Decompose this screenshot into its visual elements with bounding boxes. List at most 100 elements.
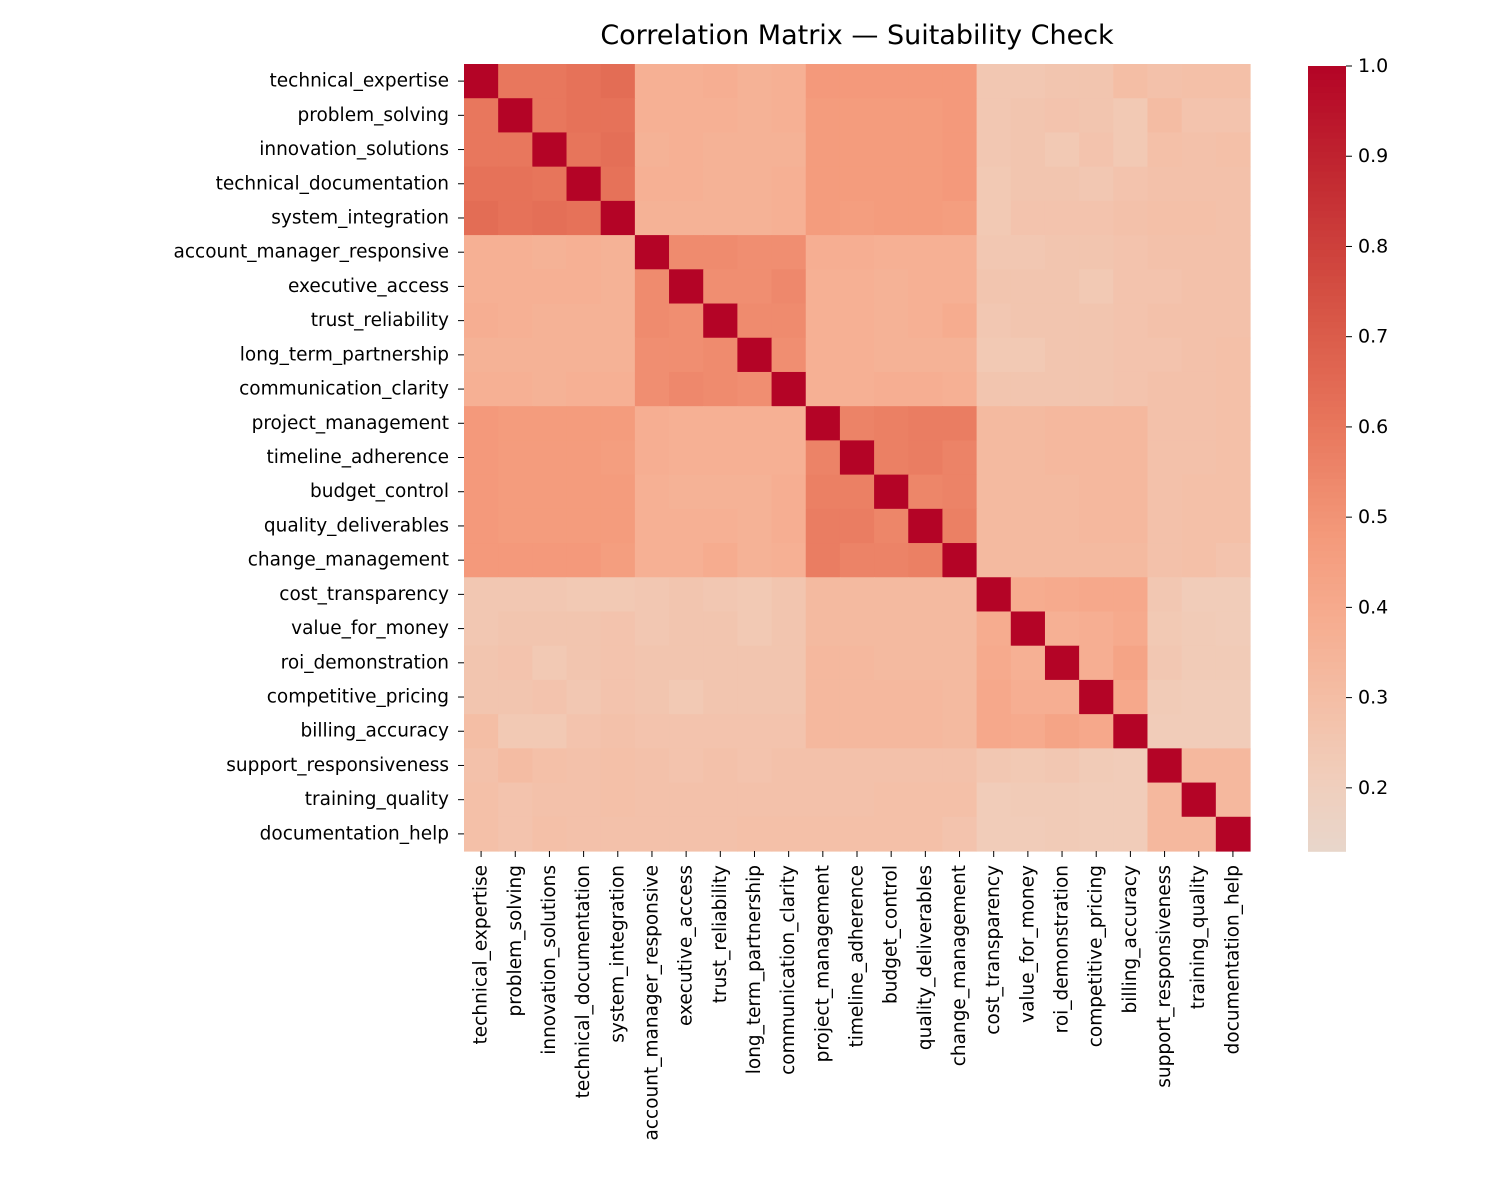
heatmap-cell-value_for_money-technical_expertise: [464, 611, 499, 647]
heatmap-cell-competitive_pricing-billing_accuracy: [1113, 679, 1149, 715]
heatmap-cell-change_management-support_responsiveness: [1147, 543, 1183, 578]
heatmap-cell-documentation_help-change_management: [942, 816, 978, 852]
heatmap-cell-competitive_pricing-communication_clarity: [771, 679, 807, 715]
colorbar-tick-label: 0.4: [1358, 596, 1388, 618]
heatmap-cell-technical_expertise-support_responsiveness: [1147, 64, 1183, 99]
colorbar-segment: [1308, 360, 1346, 368]
colorbar-segment: [1308, 419, 1346, 427]
colorbar-segment: [1308, 242, 1346, 250]
colorbar-segment: [1308, 792, 1346, 800]
y-tick-label-change_management: change_management: [248, 550, 449, 571]
heatmap-cell-system_integration-executive_access: [669, 200, 704, 236]
heatmap-cell-project_management-innovation_solutions: [532, 406, 568, 441]
heatmap-cell-system_integration-competitive_pricing: [1079, 200, 1114, 236]
heatmap-cell-project_management-quality_deliverables: [908, 406, 944, 441]
heatmap-cell-competitive_pricing-problem_solving: [498, 679, 533, 715]
colorbar: 0.2 0.3 0.4 0.5 0.6 0.7 0.8 0.9 1.0: [1308, 55, 1388, 852]
heatmap-cell-communication_clarity-project_management: [805, 371, 841, 407]
heatmap-cell-system_integration-technical_expertise: [464, 200, 499, 236]
heatmap-cell-innovation_solutions-technical_expertise: [464, 132, 499, 168]
heatmap-cell-support_responsiveness-innovation_solutions: [532, 748, 568, 784]
colorbar-segment: [1308, 118, 1346, 126]
colorbar-segment: [1308, 569, 1346, 578]
heatmap-cell-competitive_pricing-quality_deliverables: [908, 679, 944, 715]
x-tick-label-technical_documentation: technical_documentation: [573, 865, 594, 1098]
heatmap-cell-roi_demonstration-system_integration: [600, 645, 636, 681]
heatmap-cell-cost_transparency-quality_deliverables: [908, 577, 944, 613]
heatmap-cell-documentation_help-value_for_money: [1010, 816, 1046, 852]
heatmap-cell-technical_expertise-long_term_partnership: [737, 64, 773, 99]
heatmap-cell-training_quality-budget_control: [874, 782, 909, 818]
colorbar-segment: [1308, 190, 1346, 198]
heatmap-cell-competitive_pricing-trust_reliability: [703, 679, 738, 715]
heatmap-cell-billing_accuracy-technical_expertise: [464, 714, 499, 749]
heatmap-cell-system_integration-communication_clarity: [771, 200, 807, 236]
heatmap-cell-timeline_adherence-billing_accuracy: [1113, 440, 1149, 476]
colorbar-segment: [1308, 622, 1346, 630]
heatmap-cell-cost_transparency-long_term_partnership: [737, 577, 773, 613]
heatmap-cell-budget_control-change_management: [942, 474, 978, 510]
heatmap-cell-competitive_pricing-long_term_partnership: [737, 679, 773, 715]
heatmap-cell-trust_reliability-executive_access: [669, 303, 704, 339]
heatmap-cell-timeline_adherence-cost_transparency: [976, 440, 1012, 476]
y-tick-label-problem_solving: problem_solving: [298, 105, 449, 126]
colorbar-segment: [1308, 281, 1346, 290]
colorbar-segment: [1308, 694, 1346, 702]
heatmap-cell-system_integration-problem_solving: [498, 200, 533, 236]
heatmap-cell-project_management-problem_solving: [498, 406, 533, 441]
colorbar-segment: [1308, 183, 1346, 192]
heatmap-cell-communication_clarity-cost_transparency: [976, 371, 1012, 407]
colorbar-segment: [1308, 641, 1346, 650]
heatmap-cell-system_integration-billing_accuracy: [1113, 200, 1149, 236]
colorbar-segment: [1308, 301, 1346, 309]
heatmap-cell-change_management-competitive_pricing: [1079, 543, 1114, 578]
heatmap-cell-change_management-account_manager_responsive: [634, 543, 670, 578]
y-tick-label-system_integration: system_integration: [271, 207, 449, 228]
y-tick-label-account_manager_responsive: account_manager_responsive: [174, 242, 449, 263]
heatmap-cell-cost_transparency-budget_control: [874, 577, 909, 613]
heatmap-cell-communication_clarity-technical_expertise: [464, 371, 499, 407]
heatmap-cell-trust_reliability-change_management: [942, 303, 978, 339]
heatmap-cell-roi_demonstration-technical_documentation: [566, 645, 602, 681]
heatmap-cell-account_manager_responsive-account_manager_responsive: [634, 235, 670, 270]
heatmap-cell-cost_transparency-training_quality: [1181, 577, 1217, 613]
heatmap-cell-budget_control-communication_clarity: [771, 474, 807, 510]
heatmap-cell-change_management-roi_demonstration: [1044, 543, 1080, 578]
heatmap-cell-support_responsiveness-project_management: [805, 748, 841, 784]
heatmap-cell-problem_solving-budget_control: [874, 98, 909, 134]
heatmap-cell-roi_demonstration-long_term_partnership: [737, 645, 773, 681]
heatmap-cell-roi_demonstration-innovation_solutions: [532, 645, 568, 681]
colorbar-segment: [1308, 667, 1346, 676]
heatmap-cell-system_integration-system_integration: [600, 200, 636, 236]
colorbar-segment: [1308, 268, 1346, 277]
heatmap-cell-training_quality-value_for_money: [1010, 782, 1046, 818]
colorbar-segment: [1308, 576, 1346, 584]
heatmap-cell-billing_accuracy-project_management: [805, 714, 841, 749]
heatmap-cell-documentation_help-timeline_adherence: [839, 816, 875, 852]
colorbar-segment: [1308, 595, 1346, 604]
heatmap-cell-executive_access-system_integration: [600, 269, 636, 305]
colorbar-segment: [1308, 353, 1346, 362]
colorbar-segment: [1308, 484, 1346, 493]
heatmap-cell-quality_deliverables-quality_deliverables: [908, 508, 944, 544]
heatmap-cell-support_responsiveness-system_integration: [600, 748, 636, 784]
heatmap-cell-timeline_adherence-budget_control: [874, 440, 909, 476]
colorbar-segment: [1308, 497, 1346, 506]
colorbar-segment: [1308, 144, 1346, 152]
heatmap-cell-support_responsiveness-trust_reliability: [703, 748, 738, 784]
heatmap-cell-executive_access-billing_accuracy: [1113, 269, 1149, 305]
heatmap-cell-billing_accuracy-value_for_money: [1010, 714, 1046, 749]
heatmap-cell-value_for_money-executive_access: [669, 611, 704, 647]
heatmap-cell-trust_reliability-billing_accuracy: [1113, 303, 1149, 339]
heatmap-cell-quality_deliverables-problem_solving: [498, 508, 533, 544]
heatmap-cell-account_manager_responsive-project_management: [805, 235, 841, 270]
heatmap-cell-executive_access-change_management: [942, 269, 978, 305]
heatmap-cell-innovation_solutions-cost_transparency: [976, 132, 1012, 168]
heatmap-cell-technical_documentation-trust_reliability: [703, 166, 738, 202]
heatmap-cell-documentation_help-account_manager_responsive: [634, 816, 670, 852]
heatmap-cell-roi_demonstration-technical_expertise: [464, 645, 499, 681]
colorbar-segment: [1308, 523, 1346, 532]
heatmap-cell-technical_expertise-roi_demonstration: [1044, 64, 1080, 99]
heatmap-cell-cost_transparency-project_management: [805, 577, 841, 613]
heatmap-cell-problem_solving-trust_reliability: [703, 98, 738, 134]
